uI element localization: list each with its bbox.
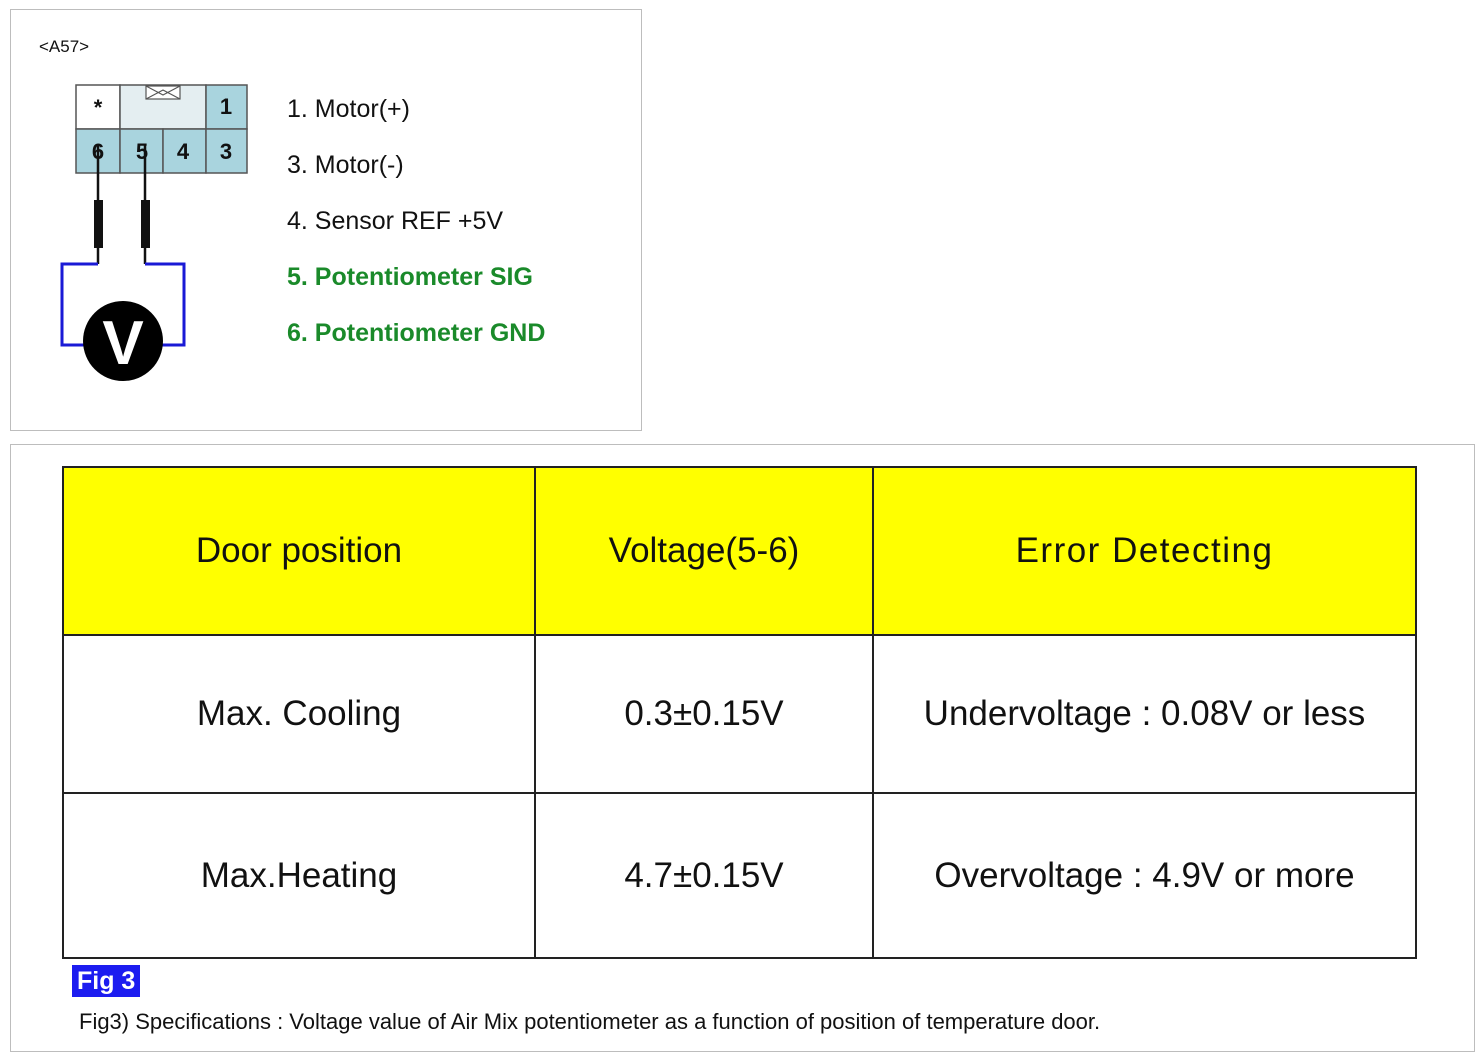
header-error-detecting: Error Detecting xyxy=(872,466,1417,636)
cell-door-position: Max.Heating xyxy=(62,792,536,959)
pin-item-4: 4. Sensor REF +5V xyxy=(287,207,504,235)
probe-lead-6 xyxy=(94,145,103,264)
figure-tag: Fig 3 xyxy=(72,965,141,997)
spec-table: Door position Voltage(5-6) Error Detecti… xyxy=(62,466,1417,959)
cell-voltage: 0.3±0.15V xyxy=(534,634,874,794)
voltmeter-icon: V xyxy=(83,301,163,381)
figure-caption: Fig3) Specifications : Voltage value of … xyxy=(79,1009,1101,1034)
cell-pin-4: 4 xyxy=(177,139,190,164)
table-row: Max. Cooling 0.3±0.15V Undervoltage : 0.… xyxy=(62,634,1417,794)
connector-diagram: * 1 6 5 4 3 V xyxy=(60,84,248,381)
probe-lead-5 xyxy=(141,145,150,264)
table-row: Max.Heating 4.7±0.15V Overvoltage : 4.9V… xyxy=(62,792,1417,959)
cell-error: Overvoltage : 4.9V or more xyxy=(872,792,1417,959)
pin-item-5: 5. Potentiometer SIG xyxy=(287,263,533,291)
cell-voltage: 4.7±0.15V xyxy=(534,792,874,959)
voltmeter-symbol: V xyxy=(102,309,143,378)
cell-pin-5: 5 xyxy=(136,139,148,164)
header-door-position: Door position xyxy=(62,466,536,636)
cell-pin-3: 3 xyxy=(220,139,232,164)
meter-wiring xyxy=(60,262,186,347)
cell-error: Undervoltage : 0.08V or less xyxy=(872,634,1417,794)
cell-star: * xyxy=(94,95,103,120)
spec-panel xyxy=(10,444,1475,1052)
pin-item-3: 3. Motor(-) xyxy=(287,151,404,179)
pin-list: 1. Motor(+) 3. Motor(-) 4. Sensor REF +5… xyxy=(287,92,545,372)
pin-item-1: 1. Motor(+) xyxy=(287,95,410,123)
pin-item-6: 6. Potentiometer GND xyxy=(287,319,546,347)
connector-body xyxy=(75,84,248,174)
cell-pin-1: 1 xyxy=(220,94,232,119)
connector-panel xyxy=(10,9,642,431)
connector-lock-icon xyxy=(145,85,181,100)
cell-door-position: Max. Cooling xyxy=(62,634,536,794)
header-voltage: Voltage(5-6) xyxy=(534,466,874,636)
connector-id: <A57> xyxy=(39,37,90,56)
table-header-row: Door position Voltage(5-6) Error Detecti… xyxy=(62,466,1417,636)
